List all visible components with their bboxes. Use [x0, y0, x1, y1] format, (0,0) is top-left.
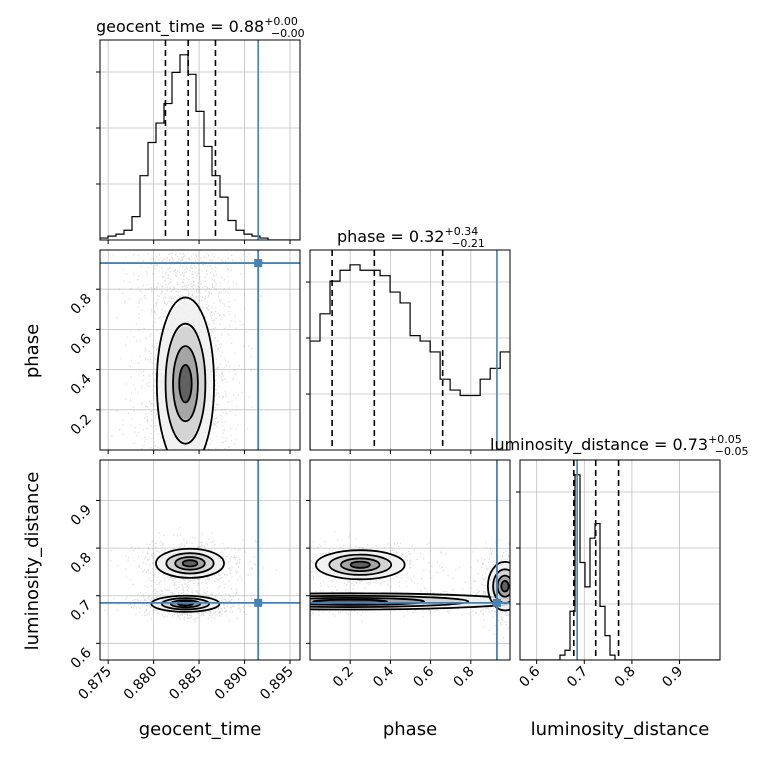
contour-1-0 — [155, 547, 225, 579]
frame-geocent-time — [99, 39, 301, 241]
xtick-label-luminosity-distance-0: 0.6 — [516, 663, 543, 690]
ytick-label-phase-2: 0.6 — [68, 331, 95, 358]
xtick-label-geocent-time-1: 0.880 — [121, 664, 161, 704]
frame — [99, 459, 301, 661]
xlabel-phase: phase — [383, 719, 437, 740]
xtick-label-phase-1: 0.4 — [370, 663, 397, 690]
xtick-label-phase-2: 0.6 — [410, 663, 437, 690]
hist-panel-geocent-time — [96, 39, 301, 241]
scatter-content — [100, 250, 300, 450]
contour-1-2 — [310, 597, 425, 606]
contour-0-0 — [155, 296, 215, 450]
scatter-content — [100, 460, 300, 660]
contour-1-1 — [310, 594, 470, 608]
density-level-0-3 — [179, 365, 192, 402]
ytick-label-luminosity-distance-0: 0.6 — [68, 645, 95, 672]
frame — [309, 459, 511, 661]
contour-0-0 — [314, 549, 406, 581]
xlabel-luminosity-distance: luminosity_distance — [531, 719, 710, 740]
panel-title-phase: phase = 0.32+0.34 −0.21 — [337, 225, 485, 250]
ytick-label-luminosity-distance-1: 0.7 — [68, 597, 95, 624]
ytick-label-phase-1: 0.4 — [68, 371, 95, 398]
ytick-label-luminosity-distance-3: 0.9 — [68, 502, 95, 529]
contour-2-3 — [500, 580, 510, 593]
density-level-2-3 — [501, 581, 509, 592]
hist-luminosity-distance — [520, 474, 720, 660]
xtick-label-luminosity-distance-3: 0.9 — [659, 664, 686, 691]
title-minus-phase: −0.21 — [451, 237, 485, 250]
title-minus-luminosity-distance: −0.05 — [715, 445, 749, 458]
contour-0-0 — [150, 594, 221, 613]
frame — [99, 249, 301, 451]
scatter-content — [310, 460, 510, 660]
title-median-phase: 0.32 — [409, 227, 445, 246]
panel-title-geocent-time: geocent_time = 0.88+0.00 −0.00 — [96, 15, 305, 40]
xtick-label-phase-0: 0.2 — [330, 664, 357, 691]
xtick-label-phase-3: 0.8 — [451, 664, 478, 691]
title-name-geocent-time: geocent_time — [96, 17, 205, 37]
hist-panel-phase — [306, 249, 511, 451]
xlabel-geocent-time: geocent_time — [139, 719, 262, 740]
scatter-panel-geocent-time-phase — [99, 249, 301, 451]
contour-0-3 — [349, 560, 371, 569]
title-plus-phase: +0.34 — [444, 225, 478, 238]
title-plus-luminosity-distance: +0.05 — [708, 433, 742, 446]
scatter-panel-phase-luminosity-distance — [309, 459, 511, 661]
xtick-label-geocent-time-3: 0.890 — [212, 664, 252, 704]
truth-marker — [254, 598, 263, 607]
panel-title-luminosity-distance: luminosity_distance = 0.73+0.05 −0.05 — [490, 433, 749, 458]
density-level-0-3 — [351, 561, 370, 568]
ytick-label-phase-0: 0.2 — [68, 411, 95, 438]
title-name-luminosity-distance: luminosity_distance — [490, 435, 649, 455]
title-median-geocent-time: 0.88 — [229, 17, 265, 36]
truth-marker — [254, 259, 263, 268]
ytick-label-phase-3: 0.8 — [68, 291, 95, 318]
contour-2-0 — [486, 561, 510, 612]
contour-1-2 — [174, 556, 206, 571]
density-level-1-3 — [183, 560, 197, 567]
contour-0-2 — [169, 599, 202, 609]
contour-0-3 — [178, 364, 193, 404]
truth-marker — [492, 598, 501, 607]
scatter-panel-geocent-time-luminosity-distance — [99, 459, 301, 661]
hist-panel-luminosity-distance — [516, 459, 721, 661]
xtick-label-geocent-time-4: 0.895 — [257, 664, 297, 704]
contour-0-1 — [328, 553, 393, 576]
title-median-luminosity-distance: 0.73 — [672, 435, 708, 454]
xtick-label-geocent-time-2: 0.885 — [166, 664, 206, 704]
contour-0-1 — [164, 322, 207, 445]
ylabel-phase: phase — [22, 324, 43, 378]
hist-phase — [310, 264, 510, 450]
contour-0-2 — [340, 557, 381, 572]
contour-0-1 — [160, 597, 211, 611]
contour-0-2 — [172, 345, 199, 423]
contour-1-0 — [310, 592, 510, 611]
contour-1-3 — [181, 559, 199, 568]
title-name-phase: phase — [337, 227, 385, 246]
title-minus-geocent-time: −0.00 — [271, 27, 305, 40]
ylabel-luminosity-distance: luminosity_distance — [22, 472, 43, 651]
panels: 0.875 0.880 0.885 0.890 0.895 0.2 0.4 0.6 0.8 0.6… — [68, 39, 721, 704]
ytick-label-luminosity-distance-2: 0.8 — [68, 550, 95, 577]
frame-phase — [309, 249, 511, 451]
xtick-label-luminosity-distance-2: 0.8 — [612, 664, 639, 691]
xtick-label-luminosity-distance-1: 0.7 — [564, 664, 591, 691]
title-plus-geocent-time: +0.00 — [264, 15, 298, 28]
frame-luminosity-distance — [519, 459, 721, 661]
hist-geocent-time — [100, 54, 300, 240]
contour-1-1 — [165, 552, 215, 575]
